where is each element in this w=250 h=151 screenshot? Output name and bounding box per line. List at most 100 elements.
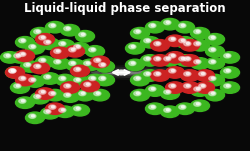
Circle shape [184,42,191,46]
Circle shape [81,33,84,35]
Circle shape [190,85,210,96]
Circle shape [211,77,214,79]
Circle shape [166,52,186,64]
Circle shape [81,92,84,94]
Circle shape [64,93,71,97]
Circle shape [11,70,15,72]
Circle shape [224,69,231,73]
Circle shape [24,63,31,67]
Circle shape [186,58,190,60]
Circle shape [146,22,166,34]
Circle shape [61,77,64,79]
Circle shape [196,30,200,32]
Circle shape [36,65,40,67]
Circle shape [20,61,40,72]
Circle shape [96,59,100,61]
Circle shape [29,78,36,82]
Circle shape [91,48,94,51]
Circle shape [176,55,196,67]
Circle shape [62,92,80,103]
Circle shape [134,76,141,81]
Circle shape [46,89,64,101]
Circle shape [72,66,90,77]
Circle shape [154,72,161,76]
Circle shape [149,87,156,91]
Circle shape [56,75,76,86]
Circle shape [62,25,80,37]
Circle shape [29,114,36,118]
Circle shape [209,35,216,40]
Circle shape [16,85,20,87]
Ellipse shape [101,71,121,74]
Circle shape [169,84,176,88]
Circle shape [59,108,66,112]
Circle shape [152,70,171,82]
Circle shape [206,58,225,69]
Circle shape [89,76,96,81]
Circle shape [44,40,51,44]
Circle shape [36,88,56,100]
Circle shape [9,69,16,73]
Circle shape [51,92,54,94]
Circle shape [50,58,70,69]
Circle shape [79,91,86,96]
Circle shape [182,55,201,67]
Circle shape [51,106,54,108]
Circle shape [132,75,150,86]
Circle shape [70,65,90,77]
Circle shape [4,54,11,58]
Circle shape [74,67,81,72]
Circle shape [220,67,240,78]
Circle shape [66,27,70,29]
Circle shape [220,52,240,63]
Circle shape [56,50,59,52]
Circle shape [201,73,204,75]
Circle shape [134,91,141,96]
Circle shape [0,52,20,63]
Circle shape [19,99,26,103]
Circle shape [166,82,186,94]
Circle shape [209,60,216,64]
Circle shape [96,61,114,72]
Circle shape [16,37,34,48]
Circle shape [90,89,110,101]
Circle shape [206,90,226,101]
Circle shape [80,80,100,92]
Circle shape [179,105,186,109]
Circle shape [46,103,64,114]
Circle shape [96,74,114,86]
Circle shape [136,30,140,32]
Circle shape [44,109,51,114]
Circle shape [150,55,170,66]
Circle shape [211,92,214,94]
Circle shape [36,56,54,68]
Circle shape [101,64,104,66]
Circle shape [169,37,176,41]
Circle shape [70,104,90,116]
Circle shape [196,61,200,63]
Circle shape [49,105,56,109]
Circle shape [169,54,176,58]
Circle shape [36,95,40,97]
Circle shape [184,57,191,61]
Circle shape [76,90,96,101]
Circle shape [166,58,170,60]
Circle shape [42,39,60,50]
Circle shape [182,82,201,94]
Circle shape [92,90,110,101]
Circle shape [194,42,201,46]
Circle shape [182,70,201,82]
Circle shape [190,100,210,111]
Circle shape [74,45,81,49]
Circle shape [90,56,110,68]
Circle shape [9,69,16,73]
Circle shape [140,55,160,66]
Circle shape [171,85,174,87]
Circle shape [199,84,206,88]
Circle shape [84,82,91,87]
Circle shape [66,94,70,96]
Circle shape [206,75,226,86]
Circle shape [176,104,196,115]
Circle shape [64,26,71,31]
Circle shape [21,100,24,102]
